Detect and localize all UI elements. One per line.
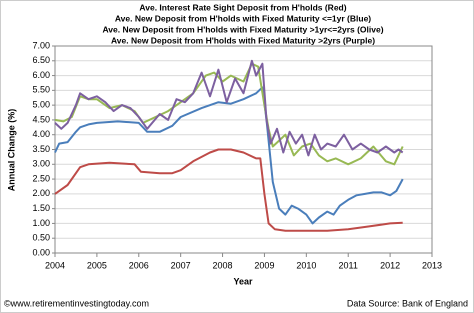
- x-tick-label: 2010: [296, 260, 316, 270]
- x-tick-label: 2007: [171, 260, 191, 270]
- chart-title: Ave. New Deposit from H'holds with Fixed…: [115, 13, 371, 23]
- x-tick-label: 2005: [87, 260, 107, 270]
- series-line: [54, 148, 403, 232]
- x-axis-title: Year: [233, 276, 253, 286]
- y-tick-label: 6.00: [32, 70, 50, 80]
- x-tick-label: 2006: [129, 260, 149, 270]
- footer-source: Data Source: Bank of England: [347, 298, 468, 308]
- y-tick-label: 1.50: [32, 203, 50, 213]
- x-tick-label: 2013: [422, 260, 442, 270]
- y-tick-label: 7.00: [32, 40, 50, 50]
- y-tick-label: 0.50: [32, 233, 50, 243]
- chart-title: Ave. New Deposit from H'holds with Fixed…: [111, 35, 375, 45]
- y-axis-title: Annual Change (%): [6, 109, 16, 192]
- y-tick-label: 5.50: [32, 85, 50, 95]
- chart-title: Ave. New Deposit from H'holds with Fixed…: [102, 24, 383, 34]
- y-tick-label: 2.50: [32, 173, 50, 183]
- y-tick-label: 0.00: [32, 247, 50, 257]
- footer-credit: ©www.retirementinvestingtoday.com: [4, 298, 149, 308]
- x-tick-label: 2012: [380, 260, 400, 270]
- x-tick-label: 2004: [45, 260, 65, 270]
- x-tick-label: 2009: [254, 260, 274, 270]
- series-line: [54, 59, 404, 157]
- y-tick-label: 5.00: [32, 100, 50, 110]
- y-tick-label: 3.50: [32, 144, 50, 154]
- plot-area: [54, 45, 433, 254]
- x-tick-label: 2008: [213, 260, 233, 270]
- chart-title: Ave. Interest Rate Sight Deposit from H'…: [139, 2, 346, 12]
- y-tick-label: 4.50: [32, 114, 50, 124]
- x-tick-label: 2011: [339, 260, 358, 270]
- y-tick-label: 4.00: [32, 129, 50, 139]
- y-tick-label: 3.00: [32, 159, 50, 169]
- y-tick-label: 6.50: [32, 55, 50, 65]
- y-tick-label: 2.00: [32, 188, 50, 198]
- y-tick-label: 1.00: [32, 218, 50, 228]
